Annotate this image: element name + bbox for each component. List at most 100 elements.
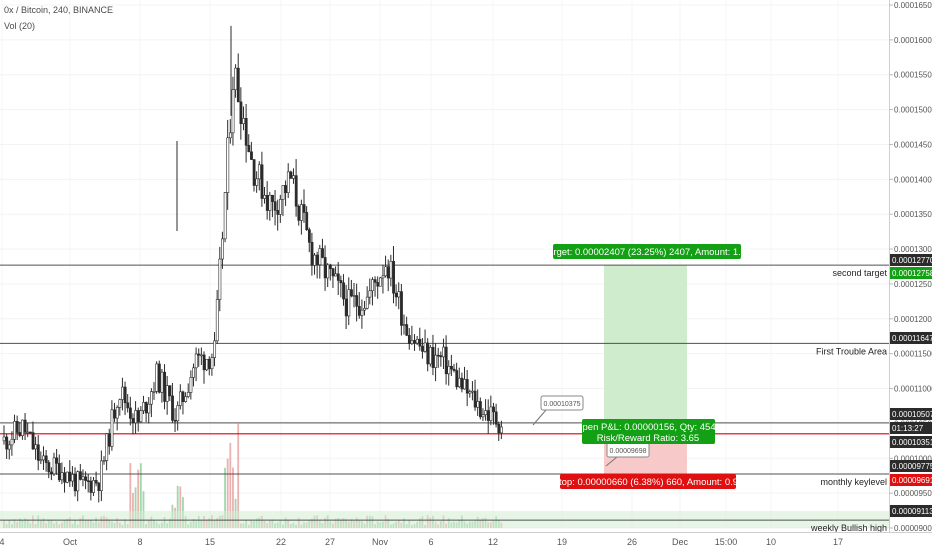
- x-tick-label[interactable]: 6: [428, 537, 433, 547]
- candle-body: [307, 229, 311, 243]
- axis-tag: [890, 474, 932, 486]
- x-tick-label[interactable]: 17: [833, 537, 843, 547]
- candle-body: [21, 419, 24, 436]
- candle-body: [221, 238, 224, 260]
- x-tick-label[interactable]: 22: [276, 537, 286, 547]
- candle-body: [479, 401, 482, 418]
- candle-body: [392, 261, 395, 294]
- candle-body: [247, 145, 251, 153]
- candle-body: [381, 275, 385, 279]
- candle-body: [5, 436, 9, 450]
- x-tick-label[interactable]: Oct: [63, 537, 78, 547]
- candle-body: [215, 299, 219, 342]
- candle-body: [89, 480, 93, 493]
- x-tick-label[interactable]: Nov: [372, 537, 389, 547]
- candle-body: [481, 414, 485, 418]
- axis-tag: [890, 422, 932, 434]
- axis-tag-label: 0.00009775: [892, 462, 932, 471]
- candle-body: [350, 289, 353, 297]
- candle-body: [160, 371, 164, 393]
- candle-body: [344, 298, 348, 317]
- candle-body: [339, 280, 343, 284]
- candle-body: [255, 178, 259, 186]
- candle-body: [289, 171, 293, 179]
- candle-body: [484, 410, 488, 416]
- candle-body: [100, 460, 103, 491]
- candle-body: [439, 355, 443, 358]
- candle-body: [452, 368, 456, 371]
- candle-body: [192, 367, 195, 378]
- candle-body: [468, 391, 472, 394]
- candle-body: [57, 463, 61, 481]
- target-label[interactable]: Target: 0.00002407 (23.25%) 2407, Amount…: [543, 244, 751, 259]
- candle-body: [315, 254, 319, 266]
- axis-tag: [890, 436, 932, 448]
- weekly-bullish-zone: [0, 511, 889, 528]
- volume-bar: [129, 463, 132, 528]
- x-tick-label[interactable]: 27: [325, 537, 335, 547]
- candle-body: [226, 137, 230, 193]
- candle-body: [376, 282, 380, 287]
- candle-body: [355, 295, 359, 307]
- y-tick-label[interactable]: 0.00011500: [894, 350, 932, 359]
- candle-body: [460, 377, 464, 390]
- candle-body: [273, 201, 277, 211]
- callout-2-text: 0.00009698: [610, 448, 647, 455]
- price-callout-1[interactable]: 0.00010375: [532, 395, 584, 426]
- y-tick-label[interactable]: 0.00011000: [894, 385, 932, 394]
- candlestick-series: [2, 25, 503, 503]
- x-gridlines: [1, 0, 839, 528]
- candle-body: [107, 433, 111, 447]
- x-tick-label[interactable]: 4: [0, 537, 5, 547]
- x-tick-label[interactable]: 10: [766, 537, 776, 547]
- y-tick-label[interactable]: 0.00009000: [894, 524, 932, 533]
- x-tick-label[interactable]: 26: [627, 537, 637, 547]
- horizontal-levels[interactable]: second target First Trouble Area monthly k…: [0, 264, 889, 533]
- candle-body: [415, 338, 419, 344]
- candle-body: [60, 472, 64, 481]
- candle-body: [302, 204, 306, 213]
- open-pl-label[interactable]: Open P&L: 0.00000156, Qty: 4545 Risk/Rew…: [575, 419, 721, 444]
- stop-label[interactable]: Stop: 0.00000660 (6.38%) 660, Amount: 0.…: [553, 474, 744, 489]
- candle-body: [110, 409, 114, 447]
- x-tick-label[interactable]: 8: [137, 537, 142, 547]
- level-label: second target: [832, 268, 887, 278]
- candle-body: [252, 159, 256, 186]
- candle-body: [386, 266, 390, 279]
- candle-body: [442, 346, 445, 358]
- candle-body: [29, 431, 32, 434]
- candle-body: [489, 406, 493, 421]
- candle-body: [471, 390, 474, 393]
- price-callout-2[interactable]: 0.00009698: [605, 442, 650, 467]
- candle-body: [405, 324, 409, 336]
- candle-body: [173, 420, 177, 422]
- candle-body: [218, 258, 222, 300]
- x-tick-label[interactable]: 15:00: [715, 537, 738, 547]
- candle-body: [136, 410, 140, 423]
- candle-body: [118, 399, 122, 408]
- level-label: monthly keylevel: [820, 477, 887, 487]
- x-tick-label[interactable]: 19: [557, 537, 567, 547]
- x-tick-label[interactable]: 12: [488, 537, 498, 547]
- x-tick-label[interactable]: Dec: [672, 537, 689, 547]
- candle-body: [10, 438, 14, 446]
- candle-body: [313, 254, 317, 266]
- x-axis-ticks[interactable]: 4 Oct 8 15 22 27 Nov 6 12 19 26 Dec 15:00 10 17: [0, 537, 843, 547]
- candle-body: [47, 462, 51, 473]
- x-tick-label[interactable]: 15: [205, 537, 215, 547]
- candle-body: [400, 291, 403, 326]
